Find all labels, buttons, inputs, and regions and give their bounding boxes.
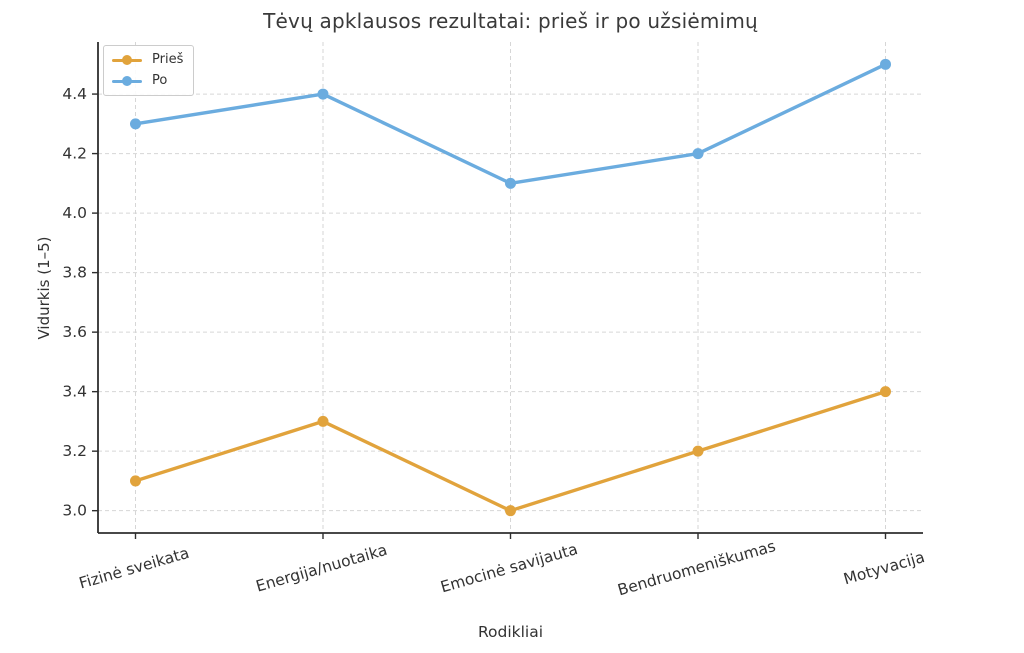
data-point-po (692, 148, 704, 160)
data-point-prieš (505, 505, 516, 517)
y-axis-label: Vidurkis (1–5) (35, 236, 53, 340)
y-tick-label: 3.4 (62, 383, 87, 401)
data-point-prieš (880, 386, 891, 398)
y-tick-label: 4.0 (62, 204, 87, 222)
data-point-po (130, 118, 141, 130)
x-axis-label: Rodikliai (477, 623, 544, 641)
legend-line-sample-icon (112, 76, 142, 86)
y-tick-label: 3.0 (62, 502, 87, 520)
legend-label-pries: Prieš (152, 52, 184, 67)
legend: Prieš Po (103, 45, 195, 96)
y-tick-label: 4.4 (62, 85, 87, 103)
legend-line-sample-icon (112, 55, 142, 65)
legend-marker-icon (122, 76, 132, 86)
chart-title: Tėvų apklausos rezultatai: prieš ir po u… (263, 9, 758, 33)
data-point-po (317, 88, 329, 100)
legend-item-pries: Prieš (112, 52, 183, 68)
data-point-prieš (317, 415, 329, 427)
data-point-prieš (130, 475, 141, 487)
x-tick-label: Bendruomeniškumas (616, 537, 778, 599)
x-tick-label: Motyvacija (842, 548, 927, 588)
y-tick-label: 3.2 (62, 442, 87, 460)
legend-marker-icon (122, 55, 132, 65)
x-tick-label: Energija/nuotaika (254, 541, 389, 596)
legend-label-po: Po (152, 73, 168, 88)
series-line-po (133, 62, 888, 186)
x-tick-label: Emocinė savijauta (439, 540, 580, 596)
data-point-po (880, 58, 891, 70)
x-tick-label: Fizinė sveikata (77, 544, 191, 593)
data-point-po (505, 177, 516, 189)
legend-item-po: Po (112, 73, 183, 89)
y-tick-label: 3.8 (62, 264, 87, 282)
y-tick-label: 3.6 (62, 323, 87, 341)
data-point-prieš (692, 445, 704, 457)
y-tick-label: 4.2 (62, 145, 87, 163)
